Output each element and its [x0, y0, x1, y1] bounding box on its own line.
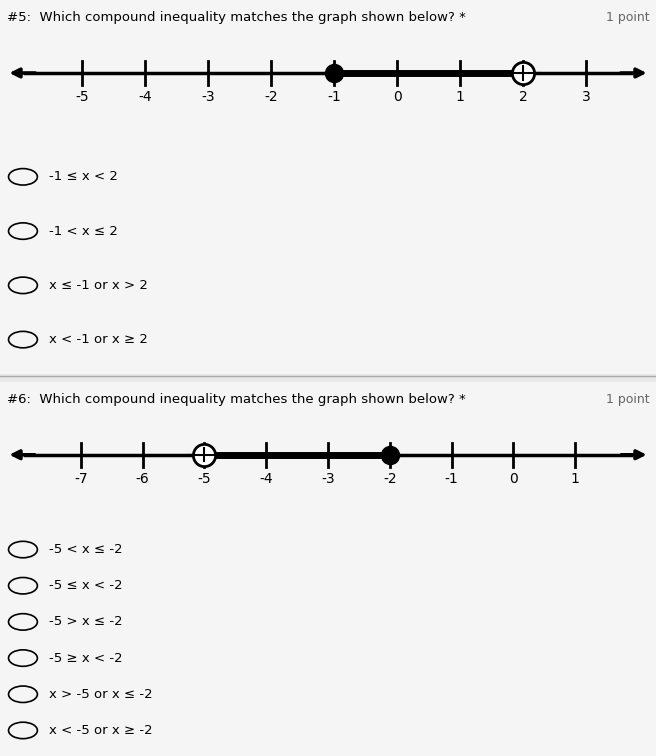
- Text: x < -5 or x ≥ -2: x < -5 or x ≥ -2: [49, 724, 153, 737]
- Text: 1: 1: [571, 472, 580, 485]
- Text: -1: -1: [445, 472, 459, 485]
- Text: #6:  Which compound inequality matches the graph shown below? *: #6: Which compound inequality matches th…: [7, 393, 465, 406]
- Text: 0: 0: [393, 90, 401, 104]
- Text: #5:  Which compound inequality matches the graph shown below? *: #5: Which compound inequality matches th…: [7, 11, 466, 24]
- Text: -3: -3: [321, 472, 335, 485]
- Text: 2: 2: [519, 90, 528, 104]
- Text: -5 > x ≤ -2: -5 > x ≤ -2: [49, 615, 123, 628]
- Text: 3: 3: [582, 90, 591, 104]
- Text: x < -1 or x ≥ 2: x < -1 or x ≥ 2: [49, 333, 148, 346]
- Text: -1: -1: [327, 90, 341, 104]
- Text: -4: -4: [259, 472, 273, 485]
- Text: -1 ≤ x < 2: -1 ≤ x < 2: [49, 170, 118, 183]
- Text: 1 point: 1 point: [605, 11, 649, 24]
- Text: 1 point: 1 point: [605, 393, 649, 406]
- Text: -4: -4: [138, 90, 152, 104]
- Text: -1 < x ≤ 2: -1 < x ≤ 2: [49, 225, 118, 237]
- Text: -2: -2: [264, 90, 278, 104]
- Text: x ≤ -1 or x > 2: x ≤ -1 or x > 2: [49, 279, 148, 292]
- Text: 1: 1: [456, 90, 465, 104]
- Text: -5: -5: [197, 472, 211, 485]
- Text: 0: 0: [509, 472, 518, 485]
- Text: -5: -5: [75, 90, 89, 104]
- Text: -5 ≤ x < -2: -5 ≤ x < -2: [49, 579, 123, 592]
- Text: -7: -7: [74, 472, 87, 485]
- Text: -5 ≥ x < -2: -5 ≥ x < -2: [49, 652, 123, 665]
- Text: x > -5 or x ≤ -2: x > -5 or x ≤ -2: [49, 688, 153, 701]
- Text: -3: -3: [201, 90, 215, 104]
- Text: -2: -2: [383, 472, 397, 485]
- Text: -6: -6: [136, 472, 150, 485]
- Text: -5 < x ≤ -2: -5 < x ≤ -2: [49, 543, 123, 556]
